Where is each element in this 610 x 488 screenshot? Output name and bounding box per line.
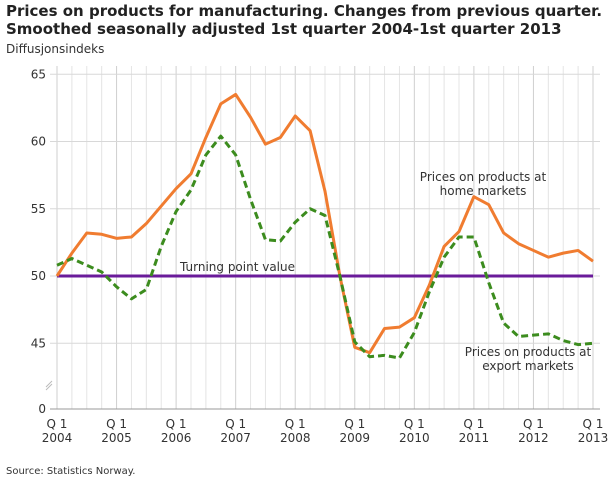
home-markets-label: Prices on products at bbox=[420, 170, 547, 184]
y-tick-label: 45 bbox=[31, 336, 46, 350]
y-tick-label: 50 bbox=[31, 269, 46, 283]
x-tick-label: Q 1 bbox=[225, 417, 246, 431]
x-tick-label: Q 1 bbox=[106, 417, 127, 431]
y-tick-label: 55 bbox=[31, 202, 46, 216]
x-tick-label: 2013 bbox=[578, 431, 609, 445]
title-line-1: Prices on products for manufacturing. Ch… bbox=[6, 2, 603, 20]
x-tick-label: Q 1 bbox=[404, 417, 425, 431]
home-markets-line bbox=[55, 92, 594, 355]
axis-break-mark bbox=[45, 380, 53, 388]
x-tick-label: Q 1 bbox=[285, 417, 306, 431]
export-markets-label: export markets bbox=[482, 359, 574, 373]
source-note: Source: Statistics Norway. bbox=[6, 466, 136, 477]
x-tick-label: Q 1 bbox=[166, 417, 187, 431]
x-tick-label: 2010 bbox=[399, 431, 430, 445]
x-tick-label: Q 1 bbox=[344, 417, 365, 431]
x-tick-label: Q 1 bbox=[47, 417, 68, 431]
y-tick-label: 65 bbox=[31, 67, 46, 81]
x-tick-label: 2005 bbox=[101, 431, 132, 445]
x-tick-label: 2004 bbox=[42, 431, 73, 445]
x-tick-label: Q 1 bbox=[523, 417, 544, 431]
chart-title: Prices on products for manufacturing. Ch… bbox=[6, 2, 602, 38]
x-tick-label: 2008 bbox=[280, 431, 311, 445]
title-line-2: Smoothed seasonally adjusted 1st quarter… bbox=[6, 20, 562, 38]
y-tick-label: 0 bbox=[38, 402, 46, 416]
axis-break-mark bbox=[45, 383, 53, 391]
x-tick-label: Q 1 bbox=[583, 417, 604, 431]
x-tick-label: 2012 bbox=[518, 431, 549, 445]
turning-point-label: Turning point value bbox=[179, 260, 295, 274]
x-tick-label: 2006 bbox=[161, 431, 192, 445]
x-tick-label: 2009 bbox=[340, 431, 371, 445]
home-markets-label: home markets bbox=[440, 184, 527, 198]
x-tick-label: Q 1 bbox=[463, 417, 484, 431]
x-tick-label: 2011 bbox=[459, 431, 490, 445]
y-tick-label: 60 bbox=[31, 135, 46, 149]
export-markets-line bbox=[56, 134, 594, 360]
y-axis-label: Diffusjonsindeks bbox=[6, 42, 105, 56]
export-markets-label: Prices on products at bbox=[465, 345, 592, 359]
x-tick-label: 2007 bbox=[220, 431, 251, 445]
